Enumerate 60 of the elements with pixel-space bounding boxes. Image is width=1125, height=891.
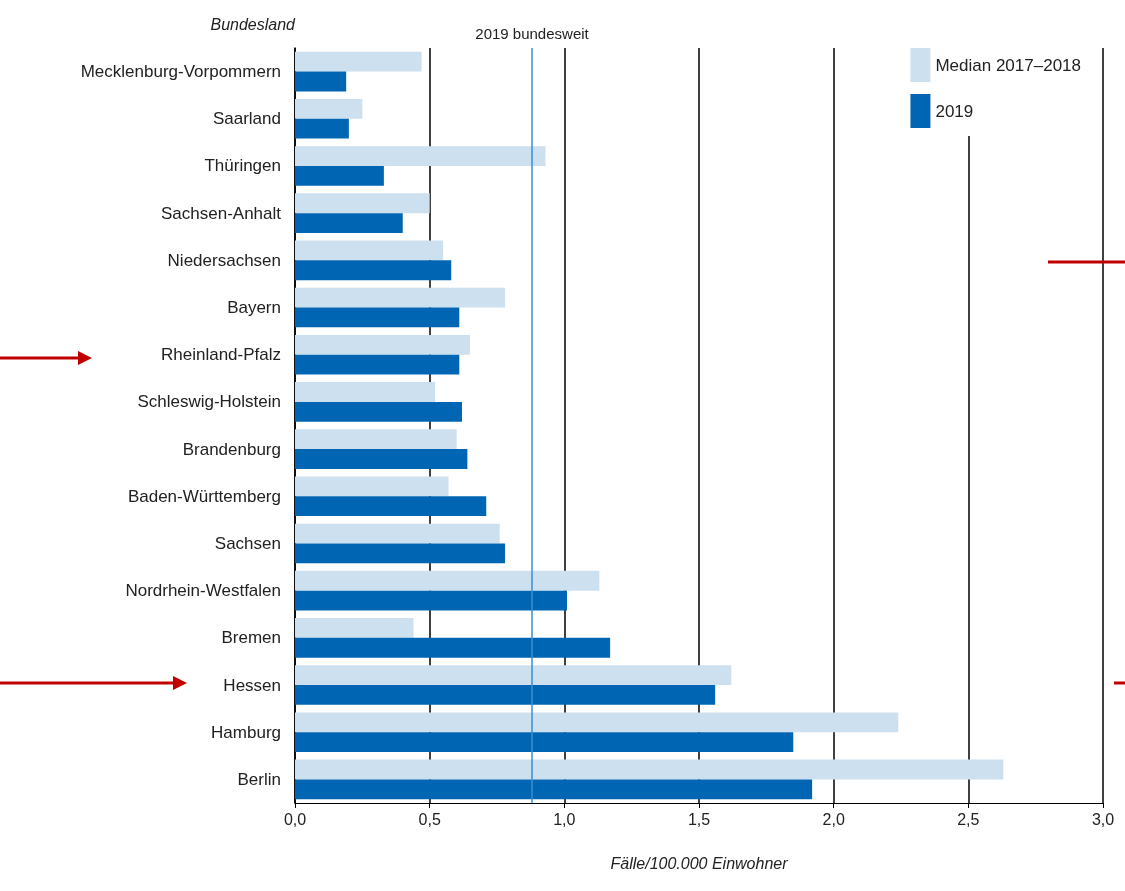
bar (295, 496, 487, 517)
y-tick-label: Berlin (237, 769, 281, 789)
y-tick-label: Rheinland-Pfalz (160, 345, 281, 365)
bar (295, 71, 347, 92)
bar (295, 712, 899, 733)
bar (295, 118, 349, 139)
bar (295, 665, 732, 686)
legend-label: Median 2017–2018 (935, 55, 1082, 75)
bar (295, 732, 794, 753)
bar (295, 779, 813, 800)
bar (295, 146, 546, 166)
ref-line-label: 2019 bundesweit (475, 25, 590, 42)
x-axis-title: Fälle/100.000 Einwohner (610, 854, 789, 872)
bar (295, 637, 611, 658)
y-tick-label: Hamburg (211, 722, 281, 742)
bar (295, 449, 468, 469)
y-tick-label: Sachsen-Anhalt (160, 203, 282, 223)
bar (295, 334, 471, 355)
bar (295, 523, 500, 544)
x-tick-label: 1,0 (553, 810, 576, 828)
bar (295, 759, 1004, 780)
bar (295, 570, 600, 591)
bar (295, 193, 430, 214)
bar (295, 543, 506, 564)
y-tick-label: Thüringen (204, 156, 281, 176)
y-axis-title: Bundesland (210, 15, 297, 33)
y-tick-label: Bayern (227, 298, 281, 318)
bar (295, 429, 457, 450)
bar (295, 354, 460, 375)
y-tick-label: Hessen (223, 675, 281, 695)
bar (295, 213, 403, 233)
y-tick-label: Brandenburg (182, 439, 281, 459)
legend-label: 2019 (935, 101, 974, 121)
x-tick-label: 0,0 (283, 810, 307, 828)
y-tick-label: Saarland (212, 109, 281, 129)
y-tick-label: Baden-Württemberg (127, 486, 281, 506)
x-tick-label: 2,0 (822, 810, 845, 828)
bar (295, 685, 716, 705)
bar (295, 401, 462, 422)
y-tick-label: Niedersachsen (167, 250, 281, 270)
bar (295, 618, 414, 638)
y-tick-label: Bremen (221, 628, 281, 648)
bar (295, 240, 444, 261)
bar (295, 382, 436, 402)
bar (295, 165, 384, 186)
bar (295, 51, 422, 72)
y-tick-label: Schleswig-Holstein (137, 392, 281, 412)
y-tick-label: Nordrhein-Westfalen (125, 581, 281, 601)
x-tick-label: 0,5 (418, 810, 441, 828)
x-tick-label: 2,5 (957, 810, 980, 828)
bar (295, 98, 363, 119)
bar (295, 260, 452, 281)
bar (295, 307, 460, 328)
x-tick-label: 1,5 (687, 810, 711, 828)
bar (295, 590, 568, 611)
y-tick-label: Mecklenburg-Vorpommern (80, 62, 281, 82)
y-tick-label: Sachsen (214, 533, 281, 553)
bar (295, 287, 506, 308)
bar (295, 476, 449, 497)
x-tick-label: 3,0 (1091, 810, 1115, 828)
